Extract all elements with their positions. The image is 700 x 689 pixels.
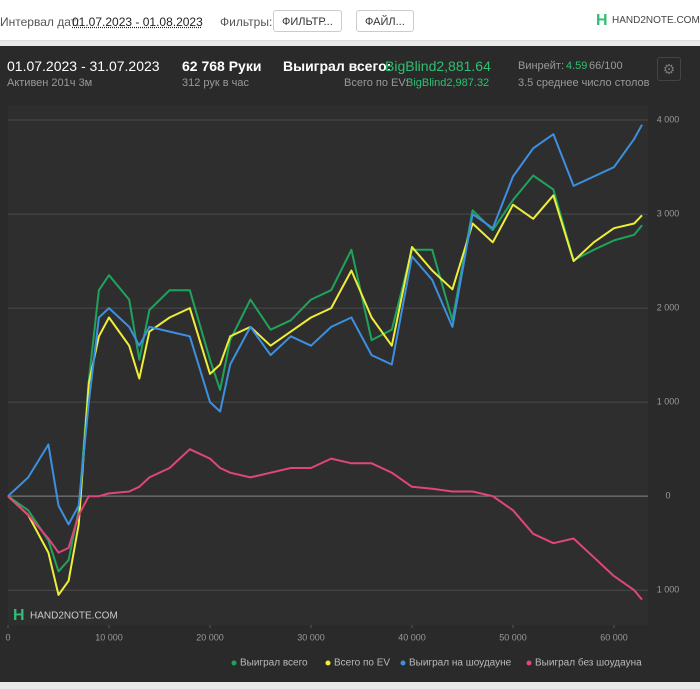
watermark-icon: H bbox=[13, 607, 25, 624]
y-tick-label: 0 bbox=[665, 491, 670, 501]
series-line bbox=[7, 174, 643, 573]
x-tick-label: 40 000 bbox=[398, 632, 426, 642]
filter-button[interactable]: ФИЛЬТР... bbox=[273, 10, 342, 32]
logo-icon: H bbox=[596, 12, 608, 29]
x-tick-label: 50 000 bbox=[499, 632, 527, 642]
hands: 62 768 Руки bbox=[182, 58, 262, 74]
date-range[interactable]: 01.07.2023 - 01.08.2023 bbox=[72, 15, 203, 29]
legend-marker bbox=[231, 660, 237, 666]
ev-label: Всего по EV: bbox=[344, 77, 409, 89]
legend-marker bbox=[325, 660, 331, 666]
logo: HAND2NOTE.COM bbox=[612, 15, 700, 26]
active: Активен 201ч 3м bbox=[7, 77, 93, 89]
series-line bbox=[7, 124, 643, 526]
won-label: Выиграл всего: bbox=[283, 58, 392, 74]
toolbar: Интервал дат: 01.07.2023 - 01.08.2023 Фи… bbox=[0, 0, 700, 41]
file-button[interactable]: ФАЙЛ... bbox=[356, 10, 414, 32]
settings-button[interactable]: ⚙ bbox=[657, 57, 681, 81]
y-tick-label: 1 000 bbox=[657, 397, 680, 407]
legend-label: Выиграл без шоудауна bbox=[535, 657, 642, 669]
legend-marker bbox=[526, 660, 532, 666]
y-tick-label: 4 000 bbox=[657, 114, 680, 124]
x-tick-label: 60 000 bbox=[600, 632, 628, 642]
series-line bbox=[7, 448, 643, 601]
legend-marker bbox=[400, 660, 406, 666]
plot-area bbox=[8, 105, 648, 625]
tables: 3.5 среднее число столов bbox=[518, 77, 650, 89]
ev-value: BigBlind2,987.32 bbox=[406, 77, 490, 89]
hands-per-hour: 312 рук в час bbox=[182, 77, 250, 89]
series-line bbox=[7, 194, 643, 596]
legend-label: Всего по EV bbox=[334, 658, 390, 669]
x-tick-label: 20 000 bbox=[196, 632, 224, 642]
filters-label: Фильтры: bbox=[220, 15, 273, 29]
won-value: BigBlind2,881.64 bbox=[385, 58, 491, 74]
y-tick-label: 2 000 bbox=[657, 302, 680, 312]
watermark: HAND2NOTE.COM bbox=[30, 611, 118, 622]
period: 01.07.2023 - 31.07.2023 bbox=[7, 58, 160, 74]
date-label: Интервал дат: bbox=[0, 15, 80, 29]
legend-label: Выиграл всего bbox=[240, 658, 308, 669]
y-tick-label: 1 000 bbox=[657, 585, 680, 595]
y-tick-label: 3 000 bbox=[657, 208, 680, 218]
legend-label: Выиграл на шоудауне bbox=[409, 658, 512, 669]
winrate-value: 4.59 bbox=[566, 60, 588, 72]
winrate-label: Винрейт: bbox=[518, 60, 565, 72]
x-tick-label: 0 bbox=[5, 632, 10, 642]
x-tick-label: 30 000 bbox=[297, 632, 325, 642]
x-tick-label: 10 000 bbox=[95, 632, 123, 642]
winrate-unit: 66/100 bbox=[589, 60, 623, 72]
